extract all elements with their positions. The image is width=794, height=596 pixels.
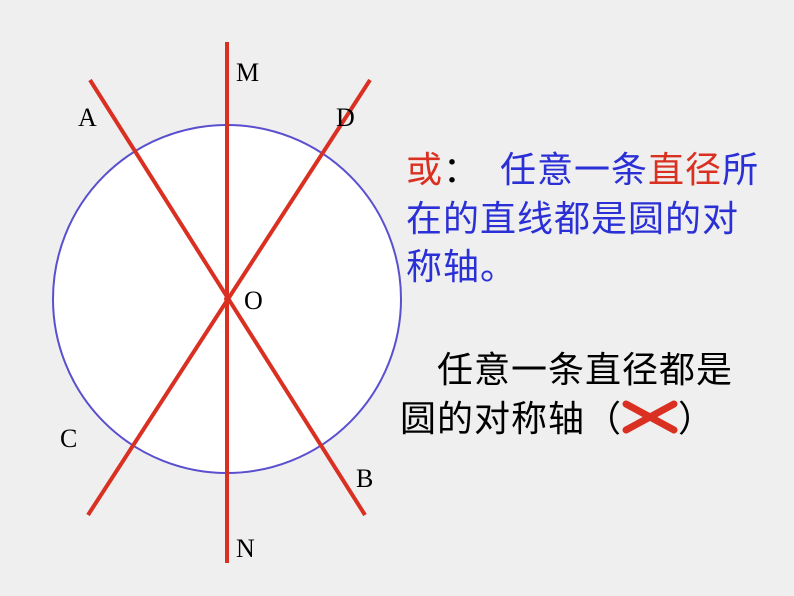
center-dot: [224, 296, 230, 302]
geometry-diagram: [0, 0, 440, 596]
label-n: N: [236, 534, 255, 564]
label-b: B: [356, 464, 373, 494]
t2-line2b: ）: [678, 399, 715, 439]
statement-2: 任意一条直径都是 圆的对称轴（ ）: [400, 346, 794, 447]
t2-line2a: 圆的对称轴（: [400, 399, 622, 439]
label-m: M: [236, 58, 259, 88]
label-a: A: [78, 103, 97, 133]
t1-p1: 或: [406, 150, 443, 190]
t2-line1: 任意一条直径都是: [400, 350, 733, 390]
wrong-mark-icon: [622, 398, 678, 447]
t1-p3: 直径: [648, 150, 722, 190]
statement-1: 或： 任意一条直径所在的直线都是圆的对称轴。: [406, 146, 776, 292]
label-d: D: [336, 103, 355, 133]
t1-p2b: 任意一条: [500, 150, 648, 190]
label-o: O: [244, 286, 263, 316]
label-c: C: [60, 424, 77, 454]
t1-p2: ：: [443, 150, 480, 190]
